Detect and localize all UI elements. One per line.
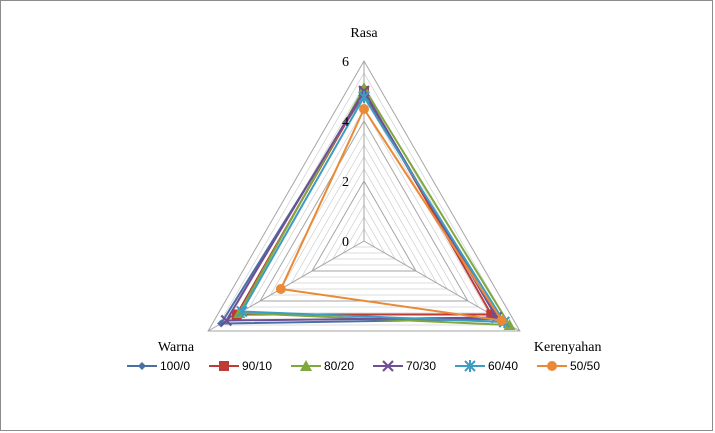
axis-label: Warna [158, 340, 195, 355]
legend-label: 60/40 [488, 359, 518, 373]
series-layer [217, 82, 516, 330]
data-point [503, 319, 516, 330]
data-point [219, 361, 229, 371]
grid-ring [311, 179, 417, 272]
data-point [486, 309, 497, 320]
legend-label: 80/20 [324, 359, 354, 373]
data-point [358, 91, 370, 103]
legend: 100/0 90/10 80/20 70/30 60/40 50/50 [127, 359, 600, 373]
data-point [138, 362, 146, 370]
legend-item: 60/40 [455, 359, 518, 373]
data-point [220, 314, 233, 327]
grid-ring [248, 108, 480, 308]
series-line [279, 106, 504, 322]
grid-ring [321, 192, 407, 266]
legend-item: 100/0 [127, 359, 190, 373]
grid-ring [332, 204, 396, 260]
data-point [358, 82, 370, 93]
data-point [496, 315, 507, 326]
data-point [217, 319, 226, 328]
grid-ring [342, 216, 386, 254]
data-point [275, 284, 286, 294]
grid-ring [290, 156, 438, 284]
data-point [547, 361, 557, 371]
legend-item: 80/20 [291, 359, 354, 373]
axis-label: Kerenyahan [534, 340, 602, 355]
legend-label: 50/50 [570, 359, 600, 373]
grid-ring [217, 72, 511, 326]
data-point [464, 360, 476, 372]
legend-label: 100/0 [160, 359, 190, 373]
legend-item: 70/30 [373, 359, 436, 373]
data-point [359, 104, 369, 114]
axis-label: Rasa [350, 26, 378, 41]
series [233, 82, 516, 330]
data-point [382, 360, 394, 372]
legend-label: 70/30 [406, 359, 436, 373]
tick-label: 2 [342, 175, 349, 190]
grid-ring [269, 132, 459, 296]
grid-ring [280, 144, 448, 290]
tick-label: 0 [342, 235, 349, 250]
series-line [240, 95, 507, 324]
tick-label: 4 [342, 115, 349, 130]
series [275, 104, 507, 326]
grid-ring [207, 59, 521, 332]
legend-item: 90/10 [209, 359, 272, 373]
data-point [236, 305, 248, 318]
legend-item: 50/50 [537, 359, 600, 373]
tick-label: 6 [342, 55, 349, 70]
series [217, 90, 504, 328]
grid-ring [300, 168, 428, 278]
data-point [300, 360, 312, 371]
grid-ring [352, 228, 376, 248]
legend-label: 90/10 [242, 359, 272, 373]
series [220, 85, 503, 327]
